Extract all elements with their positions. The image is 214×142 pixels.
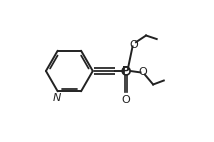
Text: O: O — [122, 95, 131, 105]
Text: O: O — [138, 67, 147, 77]
Text: N: N — [52, 93, 61, 103]
Text: P: P — [122, 66, 130, 76]
Text: O: O — [130, 40, 138, 50]
